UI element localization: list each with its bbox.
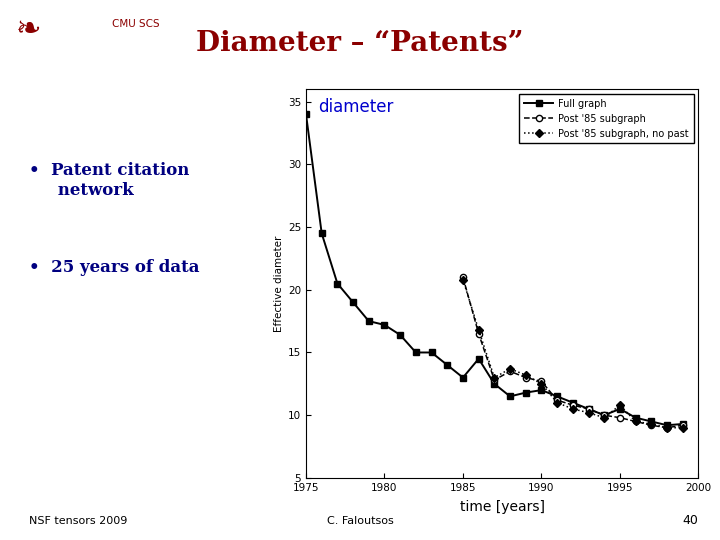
Text: C. Faloutsos: C. Faloutsos	[327, 516, 393, 526]
Full graph	[505, 393, 514, 400]
Post '85 subgraph	[490, 377, 499, 383]
Full graph	[333, 280, 342, 287]
Full graph	[553, 393, 562, 400]
Full graph	[348, 299, 357, 306]
Text: NSF tensors 2009: NSF tensors 2009	[29, 516, 127, 526]
Post '85 subgraph	[584, 406, 593, 412]
Post '85 subgraph, no past	[505, 366, 514, 372]
Post '85 subgraph, no past	[631, 418, 640, 424]
Post '85 subgraph	[600, 412, 608, 418]
Full graph	[364, 318, 373, 325]
Post '85 subgraph	[474, 330, 483, 337]
Text: •  Patent citation
     network: • Patent citation network	[29, 162, 189, 199]
Full graph	[631, 415, 640, 421]
Post '85 subgraph, no past	[662, 424, 671, 431]
Post '85 subgraph	[553, 397, 562, 403]
Full graph	[459, 374, 467, 381]
Text: 40: 40	[683, 514, 698, 526]
Full graph	[490, 381, 499, 387]
Post '85 subgraph, no past	[678, 424, 687, 431]
Full graph	[537, 387, 546, 393]
Post '85 subgraph	[459, 274, 467, 280]
Post '85 subgraph, no past	[647, 421, 656, 427]
Post '85 subgraph	[537, 378, 546, 384]
Line: Post '85 subgraph: Post '85 subgraph	[460, 274, 686, 431]
Full graph	[474, 355, 483, 362]
Y-axis label: Effective diameter: Effective diameter	[274, 235, 284, 332]
Post '85 subgraph, no past	[553, 400, 562, 406]
Full graph	[396, 332, 405, 338]
Full graph	[318, 230, 326, 237]
Full graph	[678, 421, 687, 427]
Post '85 subgraph, no past	[490, 374, 499, 381]
Post '85 subgraph	[631, 418, 640, 424]
Full graph	[647, 418, 656, 424]
Line: Full graph: Full graph	[303, 111, 686, 428]
Post '85 subgraph	[616, 415, 624, 421]
Text: CMU SCS: CMU SCS	[112, 19, 159, 29]
Legend: Full graph, Post '85 subgraph, Post '85 subgraph, no past: Full graph, Post '85 subgraph, Post '85 …	[519, 94, 693, 144]
Full graph	[380, 322, 389, 328]
Post '85 subgraph	[662, 424, 671, 431]
Post '85 subgraph, no past	[616, 402, 624, 408]
Post '85 subgraph, no past	[459, 276, 467, 283]
Post '85 subgraph, no past	[569, 406, 577, 412]
Post '85 subgraph, no past	[521, 372, 530, 379]
Full graph	[569, 400, 577, 406]
X-axis label: time [years]: time [years]	[459, 500, 545, 514]
Post '85 subgraph, no past	[537, 381, 546, 387]
Full graph	[662, 422, 671, 428]
Post '85 subgraph	[569, 402, 577, 408]
Full graph	[427, 349, 436, 356]
Line: Post '85 subgraph, no past: Post '85 subgraph, no past	[460, 277, 685, 430]
Full graph	[443, 362, 451, 368]
Post '85 subgraph, no past	[474, 327, 483, 333]
Full graph	[412, 349, 420, 356]
Text: •  25 years of data: • 25 years of data	[29, 259, 199, 276]
Post '85 subgraph, no past	[584, 409, 593, 416]
Full graph	[302, 111, 310, 117]
Text: Diameter – “Patents”: Diameter – “Patents”	[197, 30, 523, 57]
Text: ❧: ❧	[16, 15, 42, 44]
Full graph	[616, 406, 624, 412]
Post '85 subgraph	[678, 422, 687, 428]
Post '85 subgraph, no past	[600, 415, 608, 421]
Full graph	[600, 412, 608, 418]
Text: diameter: diameter	[318, 98, 394, 116]
Full graph	[584, 406, 593, 412]
Post '85 subgraph	[505, 368, 514, 375]
Post '85 subgraph	[647, 422, 656, 428]
Post '85 subgraph	[521, 374, 530, 381]
Full graph	[521, 389, 530, 396]
